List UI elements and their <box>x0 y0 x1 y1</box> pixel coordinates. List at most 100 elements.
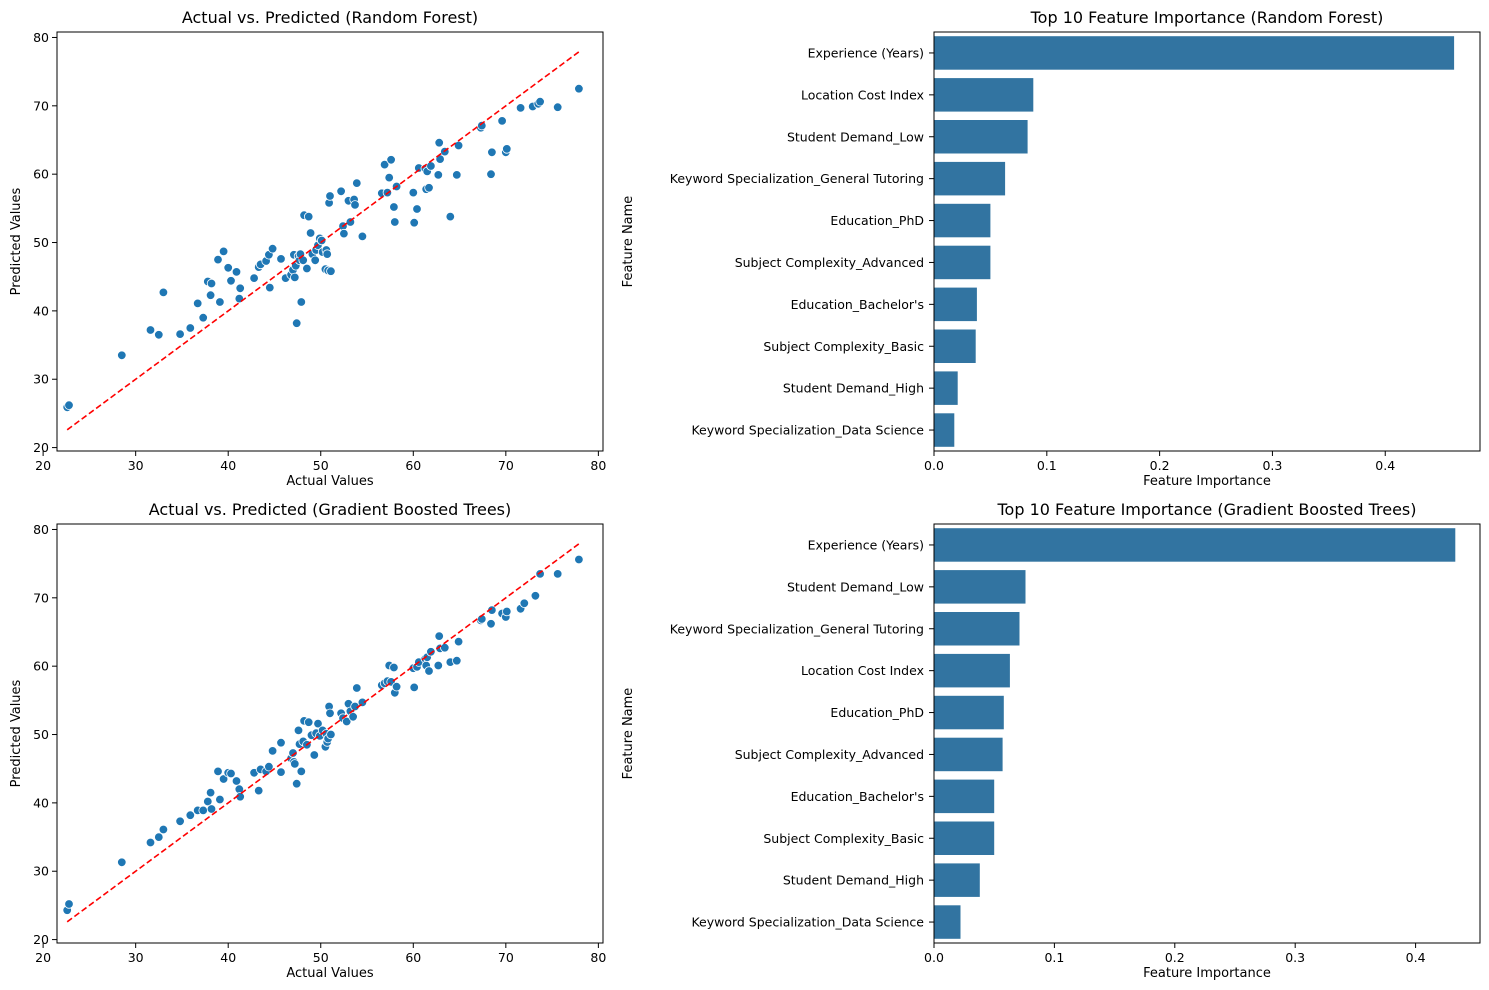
data-point <box>296 297 307 307</box>
data-point <box>117 350 127 361</box>
data-point <box>223 263 233 273</box>
data-point <box>254 785 264 796</box>
data-point <box>352 178 362 188</box>
data-point <box>515 103 526 113</box>
category-label: Education_PhD <box>830 705 924 720</box>
data-point <box>249 273 259 283</box>
category-label: Student Demand_High <box>783 381 924 396</box>
data-point <box>226 768 236 779</box>
y-tick-label: 80 <box>33 30 49 45</box>
bar <box>934 413 955 447</box>
x-tick-label: 30 <box>128 950 144 965</box>
chart-title: Top 10 Feature Importance (Gradient Boos… <box>997 500 1417 519</box>
data-point <box>175 329 185 339</box>
data-point <box>185 810 196 820</box>
category-label: Keyword Specialization_General Tutoring <box>670 171 924 186</box>
data-point <box>276 254 286 264</box>
data-point <box>290 272 300 283</box>
x-tick-label: 50 <box>313 458 329 473</box>
bar <box>934 120 1028 154</box>
y-tick-label: 40 <box>33 303 49 318</box>
bar <box>934 371 958 405</box>
data-point <box>477 120 487 131</box>
data-point <box>497 116 507 126</box>
data-point <box>267 746 278 756</box>
data-point <box>348 712 358 722</box>
category-label: Keyword Specialization_Data Science <box>691 423 924 438</box>
category-label: Education_Bachelor's <box>791 297 924 312</box>
data-point <box>426 161 436 171</box>
x-tick-label: 80 <box>590 950 606 965</box>
data-point <box>389 662 399 673</box>
x-axis-label: Actual Values <box>286 966 374 981</box>
bar <box>934 528 1456 562</box>
data-point <box>235 283 245 294</box>
x-tick-label: 0.2 <box>1165 950 1185 965</box>
data-point <box>325 708 335 719</box>
data-point <box>453 140 464 151</box>
data-point <box>553 569 563 579</box>
category-label: Experience (Years) <box>808 537 924 552</box>
category-label: Education_PhD <box>830 213 924 228</box>
category-label: Location Cost Index <box>801 87 924 102</box>
x-tick-label: 70 <box>498 458 514 473</box>
category-label: Subject Complexity_Advanced <box>735 747 924 762</box>
data-point <box>231 267 242 277</box>
data-point <box>313 718 323 729</box>
y-tick-label: 60 <box>33 167 49 182</box>
y-tick-label: 60 <box>33 659 49 674</box>
x-tick-label: 0.0 <box>924 950 944 965</box>
data-point <box>205 787 216 798</box>
data-point <box>452 656 462 666</box>
data-point <box>302 263 312 274</box>
data-point <box>304 211 314 222</box>
x-tick-label: 0.2 <box>1150 458 1170 473</box>
data-point <box>535 569 545 579</box>
y-tick-label: 30 <box>33 372 49 387</box>
data-point <box>215 794 225 805</box>
data-point <box>453 636 464 647</box>
data-point <box>192 298 203 309</box>
x-axis-label: Feature Importance <box>1143 474 1271 489</box>
bar <box>934 653 1010 688</box>
y-tick-label: 50 <box>33 235 49 250</box>
bar <box>934 612 1020 646</box>
data-point <box>424 183 434 193</box>
bar <box>934 78 1034 112</box>
category-label: Experience (Years) <box>808 45 924 60</box>
bar <box>934 36 1455 70</box>
data-point <box>206 278 217 289</box>
data-point <box>293 725 304 736</box>
x-tick-label: 30 <box>128 458 144 473</box>
x-tick-label: 80 <box>590 458 606 473</box>
data-point <box>145 837 156 848</box>
data-point <box>336 186 346 197</box>
scatter-panel-random-forest: Actual vs. Predicted (Random Forest) 20 30… <box>9 8 606 489</box>
data-point <box>265 282 275 293</box>
x-tick-label: 0.3 <box>1262 458 1282 473</box>
chart-title: Actual vs. Predicted (Gradient Boosted T… <box>149 500 512 519</box>
plot-frame <box>56 31 604 452</box>
y-axis-label: Feature Name <box>621 688 636 780</box>
chart-title: Actual vs. Predicted (Random Forest) <box>182 8 478 27</box>
category-label: Education_Bachelor's <box>791 789 924 804</box>
y-axis-label: Predicted Values <box>9 187 24 295</box>
data-point <box>317 235 327 246</box>
bar-panel-random-forest: Top 10 Feature Importance (Random Forest… <box>621 8 1481 489</box>
y-axis-label: Predicted Values <box>9 679 24 787</box>
data-point <box>342 716 352 727</box>
data-point <box>357 231 368 242</box>
x-tick-label: 20 <box>35 458 51 473</box>
plot-frame <box>933 523 1481 944</box>
y-tick-label: 40 <box>33 795 49 810</box>
category-label: Student Demand_Low <box>787 129 924 144</box>
data-point <box>408 187 419 198</box>
x-tick-label: 0.3 <box>1285 950 1305 965</box>
data-point <box>502 606 512 617</box>
data-point <box>502 144 512 154</box>
data-point <box>305 228 316 238</box>
category-label: Subject Complexity_Advanced <box>735 255 924 270</box>
data-point <box>158 287 169 298</box>
data-point <box>215 297 225 307</box>
